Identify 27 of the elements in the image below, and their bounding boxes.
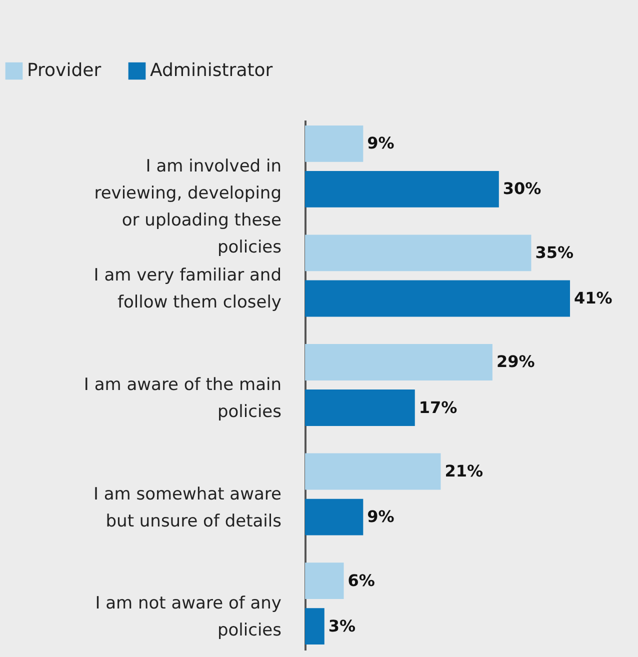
bar <box>305 562 344 600</box>
y-tick-label: I am very familiar and follow them closely <box>94 266 282 313</box>
bar <box>305 280 570 317</box>
data-label: 35% <box>535 242 574 262</box>
data-label: 17% <box>418 398 458 417</box>
bar <box>305 498 364 536</box>
bar <box>305 344 492 380</box>
bar <box>305 453 441 490</box>
data-label: 9% <box>367 507 394 526</box>
y-tick-label: I am involved in reviewing, developing or uploading these policies <box>94 156 282 258</box>
y-tick-label: I am somewhat aware but unsure of details <box>93 484 282 532</box>
legend-label: Provider <box>27 60 102 81</box>
data-label: 41% <box>574 288 612 308</box>
data-label: 29% <box>496 352 535 372</box>
bar <box>305 608 324 645</box>
legend-label: Administrator <box>150 60 274 81</box>
bar <box>305 390 415 426</box>
data-label: 9% <box>367 134 394 153</box>
bar <box>305 170 499 208</box>
bar <box>305 234 532 272</box>
y-tick-label: I am aware of the main policies <box>84 375 282 422</box>
y-tick-label: I am not aware of any policies <box>95 594 282 641</box>
bar <box>305 125 364 162</box>
data-label: 30% <box>502 179 542 198</box>
data-label: 3% <box>328 616 356 636</box>
data-label: 21% <box>444 462 484 481</box>
data-label: 6% <box>348 570 375 590</box>
